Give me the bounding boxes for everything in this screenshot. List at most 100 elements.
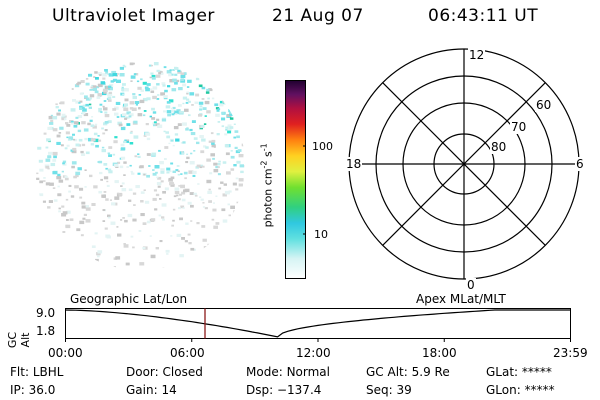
speckle	[211, 142, 215, 145]
speckle	[180, 142, 184, 144]
speckle	[198, 113, 202, 117]
unit-exp-2: -1	[259, 143, 269, 152]
speckle	[80, 80, 85, 83]
speckle	[217, 121, 221, 123]
speckle	[229, 112, 235, 116]
speckle	[122, 105, 126, 108]
speckle	[72, 147, 77, 151]
speckle	[187, 201, 192, 205]
speckle	[133, 204, 136, 206]
speckle	[110, 80, 114, 83]
colorbar-tick-10: 10	[314, 228, 328, 241]
speckle	[112, 73, 118, 77]
speckle	[177, 123, 182, 126]
speckle	[211, 218, 215, 221]
speckle	[117, 161, 121, 164]
speckle	[184, 177, 187, 180]
speckle	[186, 98, 190, 101]
speckle	[174, 191, 180, 195]
speckle	[170, 235, 173, 237]
speckle	[188, 242, 192, 245]
speckle	[157, 94, 160, 96]
speckle	[105, 234, 110, 238]
speckle	[48, 200, 53, 203]
speckle	[61, 170, 64, 173]
colorbar-unit-label: photon cm-2 s-1	[260, 105, 275, 265]
speckle	[213, 169, 219, 173]
speckle	[193, 150, 196, 152]
speckle	[199, 135, 204, 139]
speckle	[215, 195, 218, 197]
timeline-xtick-0000: 00:00	[48, 346, 83, 360]
speckle	[172, 219, 175, 222]
speckle	[55, 103, 58, 106]
speckle	[115, 101, 121, 105]
speckle	[85, 103, 89, 107]
speckle	[162, 84, 166, 87]
speckle	[74, 185, 79, 189]
speckle	[62, 231, 66, 233]
speckle	[61, 117, 66, 121]
speckle	[200, 125, 205, 128]
speckle	[221, 125, 225, 128]
speckle	[221, 117, 226, 121]
speckle	[70, 108, 76, 112]
speckle	[140, 213, 145, 217]
speckle	[81, 121, 86, 125]
speckle	[145, 88, 150, 92]
speckle	[97, 255, 100, 258]
speckle	[58, 132, 62, 134]
speckle	[228, 109, 233, 113]
speckle	[130, 130, 133, 133]
speckle	[234, 130, 239, 133]
speckle	[140, 191, 145, 194]
speckle	[39, 193, 44, 197]
speckle	[170, 139, 174, 142]
speckle	[70, 120, 74, 123]
speckle	[94, 71, 98, 74]
speckle	[203, 123, 207, 125]
speckle	[175, 113, 178, 115]
info-glat: GLat: *****	[486, 365, 552, 379]
speckle	[64, 147, 68, 150]
speckle	[53, 199, 58, 202]
speckle	[83, 213, 87, 216]
speckle	[149, 115, 152, 118]
speckle	[129, 101, 135, 105]
speckle	[173, 195, 177, 198]
speckle	[143, 110, 147, 112]
speckle	[228, 214, 231, 217]
colorbar-tick-100: 100	[312, 140, 333, 153]
speckle	[108, 73, 114, 77]
speckle	[102, 195, 106, 198]
speckle	[174, 66, 179, 70]
speckle	[241, 143, 245, 147]
speckle	[137, 86, 142, 90]
speckle	[173, 126, 179, 130]
speckle	[180, 74, 186, 79]
speckle	[81, 205, 87, 209]
speckle	[159, 240, 163, 243]
speckle	[208, 140, 212, 143]
speckle	[172, 144, 175, 147]
speckle	[180, 78, 184, 81]
speckle	[85, 97, 91, 101]
speckle	[70, 149, 74, 152]
speckle	[235, 177, 239, 180]
speckle	[139, 262, 145, 266]
speckle	[104, 129, 108, 132]
speckle	[189, 161, 195, 165]
speckle	[81, 201, 86, 205]
speckle	[208, 88, 213, 92]
speckle	[161, 203, 167, 207]
speckle	[47, 167, 50, 170]
speckle	[175, 79, 180, 83]
speckle	[196, 164, 201, 168]
speckle	[229, 126, 234, 129]
speckle	[49, 122, 54, 125]
speckle	[208, 200, 212, 203]
speckle	[98, 190, 103, 194]
speckle	[235, 188, 239, 191]
speckle	[36, 177, 40, 180]
speckle	[62, 211, 68, 215]
